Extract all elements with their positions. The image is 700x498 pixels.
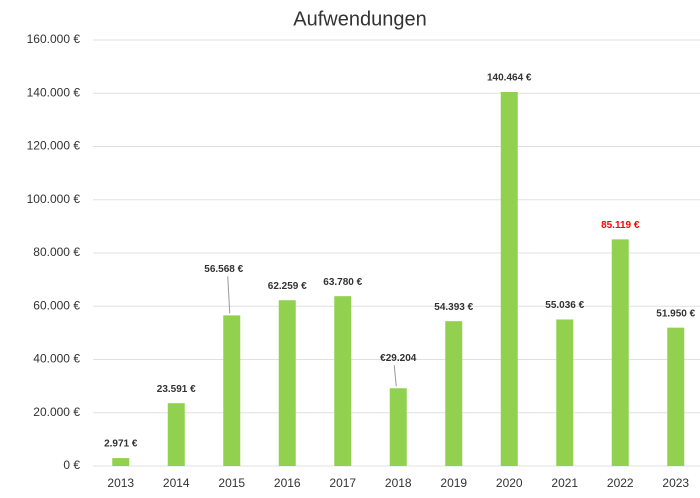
x-tick-label: 2022 xyxy=(607,476,634,490)
x-tick-label: 2017 xyxy=(329,476,356,490)
x-tick-label: 2013 xyxy=(107,476,134,490)
bar xyxy=(445,321,463,466)
value-label: 51.950 € xyxy=(656,308,695,319)
value-label: €29.204 xyxy=(380,353,417,364)
bar xyxy=(556,319,574,466)
x-tick-label: 2014 xyxy=(163,476,190,490)
value-label: 2.971 € xyxy=(104,439,138,450)
y-tick-label: 80.000 € xyxy=(33,245,80,259)
value-label: 55.036 € xyxy=(545,300,584,311)
x-tick-label: 2019 xyxy=(440,476,467,490)
bar xyxy=(667,327,685,466)
y-tick-label: 120.000 € xyxy=(27,139,81,153)
bar xyxy=(334,296,352,466)
x-tick-label: 2015 xyxy=(218,476,245,490)
y-tick-label: 60.000 € xyxy=(33,298,80,312)
value-label: 140.464 € xyxy=(487,73,532,84)
bar xyxy=(112,458,130,466)
value-label: 62.259 € xyxy=(268,281,307,292)
y-tick-label: 0 € xyxy=(63,458,80,472)
bar xyxy=(389,388,407,466)
leader-line xyxy=(393,365,397,387)
y-tick-label: 160.000 € xyxy=(27,32,81,46)
bar xyxy=(278,300,296,466)
x-tick-label: 2018 xyxy=(385,476,412,490)
value-label: 54.393 € xyxy=(434,302,473,313)
bar xyxy=(223,315,241,466)
bar xyxy=(611,239,629,466)
x-tick-label: 2020 xyxy=(496,476,523,490)
leader-line xyxy=(227,276,231,314)
chart-title: Aufwendungen xyxy=(293,8,426,30)
y-tick-label: 100.000 € xyxy=(27,192,81,206)
y-tick-label: 20.000 € xyxy=(33,405,80,419)
x-tick-label: 2021 xyxy=(551,476,578,490)
bar xyxy=(167,403,185,466)
x-tick-label: 2023 xyxy=(662,476,689,490)
value-label: 85.119 € xyxy=(601,220,640,231)
y-tick-label: 40.000 € xyxy=(33,352,80,366)
value-label: 23.591 € xyxy=(157,384,196,395)
bar xyxy=(500,92,518,467)
value-label: 56.568 € xyxy=(204,264,243,275)
value-label: 63.780 € xyxy=(323,277,362,288)
y-tick-label: 140.000 € xyxy=(27,85,81,99)
x-tick-label: 2016 xyxy=(274,476,301,490)
